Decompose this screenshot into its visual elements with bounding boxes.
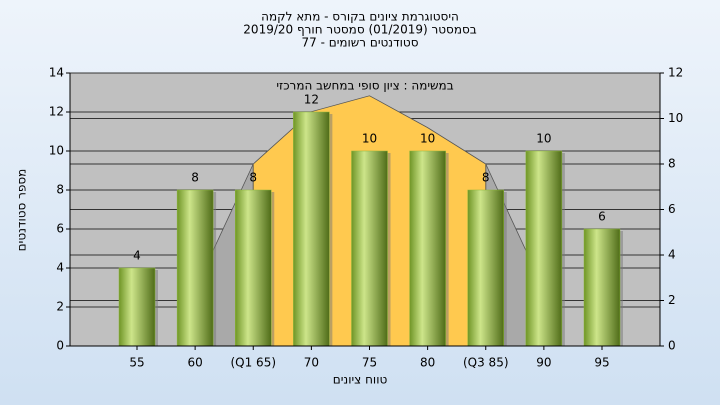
data-label: 8 bbox=[482, 171, 490, 185]
x-tick-label: 95 bbox=[594, 356, 609, 370]
bar bbox=[467, 189, 504, 347]
y2-tick-label: 2 bbox=[668, 293, 676, 307]
x-tick-label: 55 bbox=[129, 356, 144, 370]
x-tick-label: 90 bbox=[536, 356, 551, 370]
annotation: במשימה : ציון סופי במחשב המרכזי bbox=[276, 79, 453, 93]
y2-tick-label: 10 bbox=[668, 111, 683, 125]
data-label: 4 bbox=[133, 249, 141, 263]
y2-tick-label: 4 bbox=[668, 248, 676, 262]
x-tick-label: 70 bbox=[304, 356, 319, 370]
x-tick-label: (Q1 65) bbox=[230, 356, 276, 370]
y2-tick-label: 8 bbox=[668, 157, 676, 171]
chart-subtitle: סטודנטים רשומים - 77 bbox=[301, 36, 418, 50]
chart-title: היסטוגרמת ציונים בקורס - מתא לקמה bbox=[261, 10, 459, 24]
bar bbox=[293, 111, 330, 347]
x-axis-label: טווח ציונים bbox=[333, 373, 388, 387]
y-tick-label: 14 bbox=[49, 66, 64, 80]
data-label: 10 bbox=[362, 132, 377, 146]
y-tick-label: 0 bbox=[56, 339, 64, 353]
bar bbox=[525, 150, 563, 347]
data-label: 8 bbox=[191, 171, 199, 185]
bar bbox=[351, 150, 388, 347]
bar bbox=[583, 228, 621, 347]
x-tick-label: (Q3 85) bbox=[463, 356, 509, 370]
data-label: 12 bbox=[304, 93, 319, 107]
bar bbox=[118, 267, 156, 347]
y-tick-label: 12 bbox=[49, 105, 64, 119]
chart-subtitle: בסמסטר (01/2019) סמסטר חורף 2019/20 bbox=[243, 23, 476, 37]
data-label: 6 bbox=[598, 210, 606, 224]
bar bbox=[409, 150, 446, 347]
y-tick-label: 2 bbox=[56, 300, 64, 314]
y2-tick-label: 12 bbox=[668, 66, 683, 80]
bars: 4 8 8 12 10 10 8 10 6 bbox=[118, 93, 623, 347]
y-tick-label: 6 bbox=[56, 222, 64, 236]
y-tick-label: 10 bbox=[49, 144, 64, 158]
y-axis-label: מספר סטודנטים bbox=[15, 169, 29, 252]
x-tick-label: 75 bbox=[362, 356, 377, 370]
bar bbox=[235, 189, 272, 347]
data-label: 10 bbox=[536, 132, 551, 146]
bar bbox=[176, 189, 214, 347]
x-tick-label: 80 bbox=[420, 356, 435, 370]
data-label: 10 bbox=[420, 132, 435, 146]
x-tick-label: 60 bbox=[187, 356, 202, 370]
y2-tick-label: 6 bbox=[668, 202, 676, 216]
y2-tick-label: 0 bbox=[668, 339, 676, 353]
data-label: 8 bbox=[249, 171, 257, 185]
y-tick-label: 8 bbox=[56, 183, 64, 197]
y-tick-label: 4 bbox=[56, 261, 64, 275]
